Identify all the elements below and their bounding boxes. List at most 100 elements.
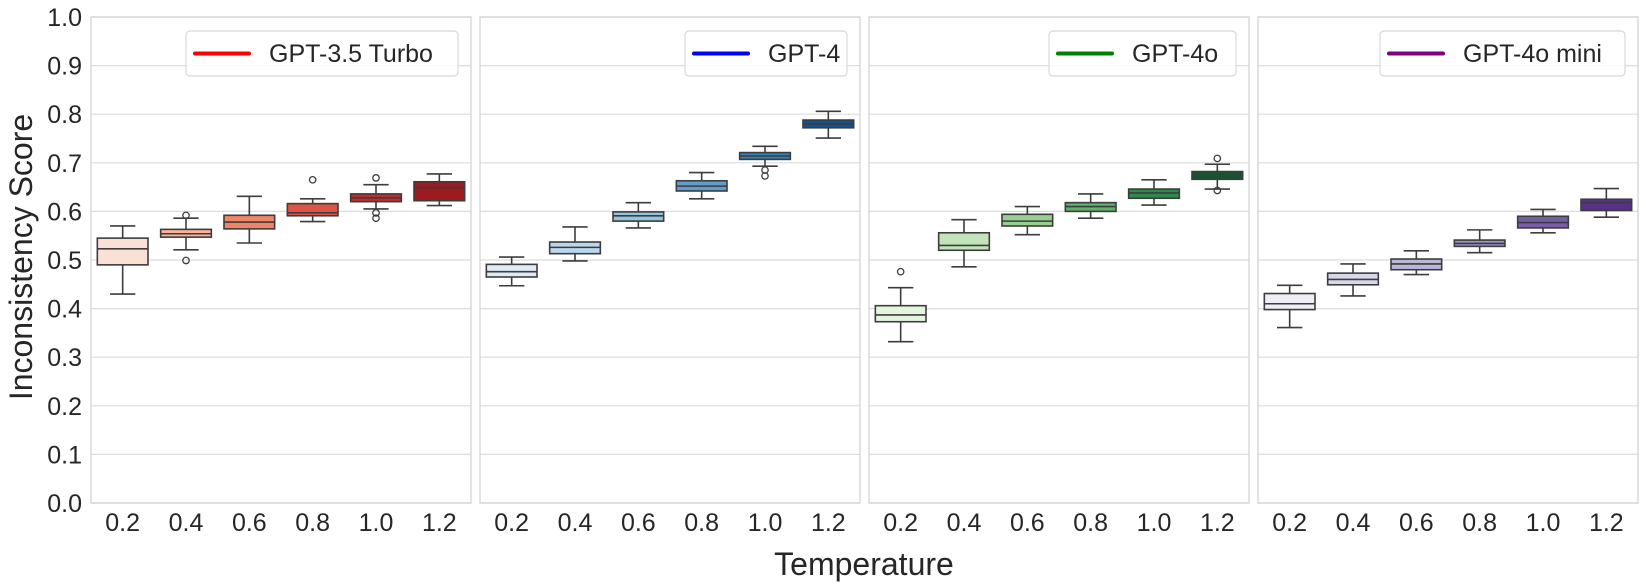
box-0.8 bbox=[286, 175, 339, 223]
y-tick-label: 0.1 bbox=[47, 441, 82, 469]
x-tick-label: 1.0 bbox=[359, 509, 394, 537]
y-tick-label: 0.6 bbox=[47, 198, 82, 226]
x-tick-label: 1.2 bbox=[811, 509, 846, 537]
y-tick-label: 0.2 bbox=[47, 393, 82, 421]
legend-box bbox=[1379, 30, 1626, 77]
box-0.4 bbox=[548, 226, 602, 262]
panel-gpt-3-5-turbo: 0.2 0.4 0.6 0.8 1.0 1.2 GPT-3.5 Turbo bbox=[90, 16, 472, 537]
legend-label: GPT-4o bbox=[1132, 40, 1218, 68]
x-tick-label: 0.8 bbox=[1462, 509, 1497, 537]
box-1.2 bbox=[1191, 154, 1244, 195]
box-iqr bbox=[937, 231, 991, 252]
x-tick-label: 0.8 bbox=[684, 509, 719, 537]
outlier-point bbox=[182, 211, 190, 220]
x-tick-label: 0.4 bbox=[558, 509, 593, 537]
y-tick-label: 1.0 bbox=[47, 4, 82, 32]
y-tick-labels: 0.0 0.1 0.2 0.3 0.4 0.5 0.6 0.7 0.8 0.9 1.0 bbox=[47, 4, 82, 518]
box-0.2 bbox=[96, 225, 149, 295]
box-0.8 bbox=[1064, 193, 1117, 220]
box-1.0 bbox=[738, 145, 792, 180]
panel-frame bbox=[90, 16, 472, 504]
x-tick-label: 1.2 bbox=[1589, 509, 1624, 537]
x-tick-label: 1.0 bbox=[1526, 509, 1561, 537]
box-iqr bbox=[874, 304, 927, 323]
x-tick-label: 0.2 bbox=[1272, 509, 1307, 537]
x-tick-label: 0.8 bbox=[1073, 509, 1108, 537]
x-tick-label: 1.2 bbox=[422, 509, 457, 537]
legend-label: GPT-4o mini bbox=[1463, 40, 1602, 68]
box-iqr bbox=[413, 180, 466, 202]
legend: GPT-4o bbox=[1048, 30, 1237, 77]
box-0.2 bbox=[1263, 284, 1316, 329]
box-iqr bbox=[485, 263, 538, 278]
x-tick-label: 0.2 bbox=[883, 509, 918, 537]
box-0.4 bbox=[159, 211, 213, 265]
outlier-point bbox=[372, 174, 380, 182]
x-tick-label: 0.6 bbox=[621, 509, 656, 537]
panel-frame bbox=[868, 16, 1250, 504]
y-tick-label: 0.3 bbox=[47, 344, 82, 372]
x-axis-label: Temperature bbox=[774, 546, 954, 582]
legend: GPT-4 bbox=[684, 30, 848, 77]
box-0.6 bbox=[1001, 205, 1054, 236]
box-iqr bbox=[1001, 213, 1054, 227]
box-iqr bbox=[286, 202, 339, 217]
legend-box bbox=[684, 30, 848, 77]
x-tick-label: 1.0 bbox=[748, 509, 783, 537]
box-iqr bbox=[1263, 292, 1316, 311]
outlier-point bbox=[182, 256, 190, 265]
box-1.0 bbox=[349, 174, 403, 223]
box-iqr bbox=[96, 237, 149, 266]
box-1.2 bbox=[413, 173, 466, 207]
panel-frame bbox=[1257, 16, 1639, 504]
box-0.2 bbox=[485, 256, 538, 287]
x-tick-label: 0.8 bbox=[295, 509, 330, 537]
box-1.2 bbox=[1580, 187, 1633, 219]
x-tick-label: 1.0 bbox=[1137, 509, 1172, 537]
y-tick-label: 0.8 bbox=[47, 101, 82, 129]
box-iqr bbox=[1580, 198, 1633, 212]
legend-box bbox=[1048, 30, 1237, 77]
box-0.6 bbox=[612, 201, 665, 229]
panel-gpt-4o: 0.2 0.4 0.6 0.8 1.0 1.2 GPT-4o bbox=[868, 16, 1250, 537]
box-1.2 bbox=[802, 110, 855, 139]
panel-gpt-4: 0.2 0.4 0.6 0.8 1.0 1.2 GPT-4 bbox=[479, 16, 861, 537]
box-1.0 bbox=[1516, 208, 1570, 234]
x-tick-label: 0.6 bbox=[1010, 509, 1045, 537]
panels-layer: 0.2 0.4 0.6 0.8 1.0 1.2 GPT-3.5 Turbo 0.2 0.4 0.6… bbox=[90, 16, 1639, 537]
outlier-point bbox=[372, 214, 380, 223]
box-0.8 bbox=[1453, 229, 1506, 254]
y-tick-label: 0.4 bbox=[47, 296, 82, 324]
x-tick-label: 0.4 bbox=[947, 509, 982, 537]
y-tick-label: 0.0 bbox=[47, 490, 82, 518]
x-tick-label: 0.4 bbox=[169, 509, 204, 537]
box-0.6 bbox=[223, 195, 276, 244]
legend: GPT-3.5 Turbo bbox=[185, 30, 459, 77]
x-tick-label: 0.6 bbox=[1399, 509, 1434, 537]
legend: GPT-4o mini bbox=[1379, 30, 1626, 77]
panel-gpt-4o-mini: 0.2 0.4 0.6 0.8 1.0 1.2 GPT-4o mini bbox=[1257, 16, 1639, 537]
box-0.2 bbox=[874, 267, 927, 343]
box-0.4 bbox=[1326, 263, 1380, 297]
x-tick-label: 0.2 bbox=[105, 509, 140, 537]
legend-label: GPT-4 bbox=[768, 40, 840, 68]
legend-label: GPT-3.5 Turbo bbox=[269, 40, 433, 68]
outlier-point bbox=[308, 175, 317, 184]
x-tick-label: 1.2 bbox=[1200, 509, 1235, 537]
x-tick-label: 0.4 bbox=[1336, 509, 1371, 537]
y-tick-label: 0.7 bbox=[47, 150, 82, 178]
box-1.0 bbox=[1127, 179, 1181, 206]
panel-frame bbox=[479, 16, 861, 504]
legend-box bbox=[185, 30, 459, 77]
outlier-point bbox=[761, 172, 769, 180]
box-0.8 bbox=[675, 171, 728, 200]
x-tick-label: 0.2 bbox=[494, 509, 529, 537]
outlier-point bbox=[896, 267, 905, 276]
outlier-point bbox=[1213, 186, 1222, 195]
y-axis-label: Inconsistency Score bbox=[3, 114, 39, 400]
outlier-point bbox=[1213, 154, 1222, 163]
y-tick-label: 0.5 bbox=[47, 247, 82, 275]
box-0.6 bbox=[1390, 249, 1443, 276]
y-tick-label: 0.9 bbox=[47, 53, 82, 81]
